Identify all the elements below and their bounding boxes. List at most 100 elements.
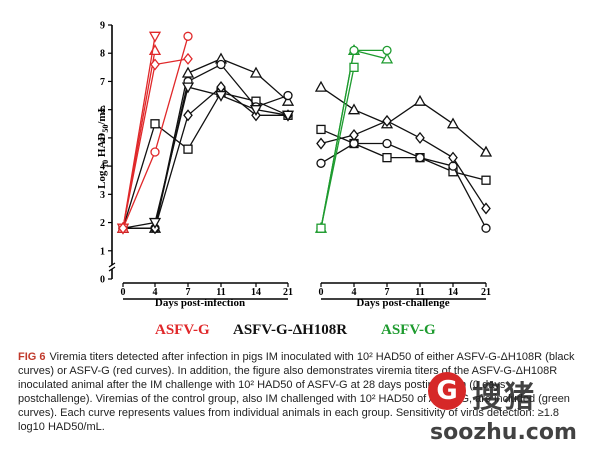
marker-diamond bbox=[481, 202, 491, 215]
series-line bbox=[122, 58, 189, 229]
series-asfv-g-diamond bbox=[118, 52, 193, 235]
series-asfv-g-h108r-square bbox=[118, 88, 293, 233]
marker-triangle-up bbox=[380, 52, 394, 64]
y-tick-label: 9 bbox=[100, 21, 105, 32]
x-tick-label: 21 bbox=[481, 287, 491, 298]
y-axis-label-part: Log bbox=[96, 168, 108, 189]
marker-diamond bbox=[349, 129, 359, 142]
x-tick-label: 11 bbox=[415, 287, 424, 298]
x-tick-label: 0 bbox=[121, 287, 126, 298]
series-line bbox=[122, 36, 156, 229]
marker-triangle-up bbox=[413, 94, 427, 106]
y-axis-label-part: /mL bbox=[96, 105, 108, 126]
marker-triangle-down bbox=[281, 110, 295, 122]
marker-square bbox=[183, 144, 193, 154]
x-tick-label: 11 bbox=[216, 287, 225, 298]
watermark-url: soozhu.com bbox=[430, 420, 577, 445]
x-tick-label: 0 bbox=[319, 287, 324, 298]
marker-diamond bbox=[118, 222, 128, 235]
marker-circle bbox=[150, 147, 160, 157]
marker-square bbox=[382, 152, 392, 163]
legend-asfv-g-green: ASFV-G bbox=[381, 322, 436, 338]
marker-triangle-up bbox=[479, 145, 493, 157]
figure-caption: FIG 6 Viremia titers detected after infec… bbox=[18, 350, 578, 434]
marker-circle bbox=[316, 158, 326, 168]
caption-text: Viremia titers detected after infection … bbox=[18, 351, 575, 433]
marker-square bbox=[316, 124, 326, 135]
marker-diamond bbox=[150, 58, 160, 71]
y-tick-label: 1 bbox=[100, 246, 105, 257]
marker-triangle-down bbox=[148, 217, 162, 229]
marker-triangle-up bbox=[314, 80, 328, 92]
marker-square bbox=[150, 119, 160, 129]
series-line bbox=[122, 91, 289, 229]
marker-diamond bbox=[448, 151, 458, 164]
marker-triangle-down bbox=[181, 82, 195, 94]
chart-legend: ASFV-G ASFV-G-ΔH108R ASFV-G bbox=[155, 322, 436, 338]
y-axis-label-part: 50 bbox=[101, 125, 110, 133]
marker-triangle-down bbox=[148, 31, 162, 43]
marker-circle bbox=[481, 223, 491, 233]
marker-triangle-down bbox=[249, 105, 263, 117]
y-axis-break bbox=[108, 262, 116, 268]
watermark-logo-icon: G bbox=[428, 372, 466, 410]
marker-circle bbox=[382, 138, 392, 149]
x-tick-label: 4 bbox=[352, 287, 357, 298]
chart-series bbox=[116, 31, 493, 235]
y-tick-label: 5 bbox=[100, 133, 105, 144]
marker-triangle-up bbox=[281, 94, 295, 106]
watermark: G 搜猪 soozhu.com bbox=[420, 372, 598, 458]
marker-circle bbox=[349, 45, 359, 56]
y-tick-label: 8 bbox=[100, 49, 105, 60]
x-tick-label: 7 bbox=[186, 287, 191, 298]
marker-circle bbox=[216, 59, 226, 70]
marker-diamond bbox=[183, 52, 193, 65]
series-line bbox=[320, 142, 487, 229]
y-tick-label: 3 bbox=[100, 190, 105, 201]
y-axis-label: Log 10 HAD50/mL bbox=[96, 105, 110, 189]
x-tick-label: 7 bbox=[385, 287, 390, 298]
series-line bbox=[320, 128, 487, 181]
y-tick-label: 2 bbox=[100, 218, 105, 229]
x-axis-label-infection: Days post-infection bbox=[155, 297, 245, 309]
series-asfv-g-h108r-diamond bbox=[316, 114, 491, 215]
series-asfv-g-square bbox=[316, 62, 359, 233]
x-tick-label: 21 bbox=[283, 287, 293, 298]
marker-circle bbox=[283, 90, 293, 101]
marker-circle bbox=[382, 45, 392, 56]
x-tick-label: 14 bbox=[448, 287, 458, 298]
legend-asfv-g-red: ASFV-G bbox=[155, 322, 210, 338]
x-tick-label: 14 bbox=[251, 287, 261, 298]
marker-diamond bbox=[415, 131, 425, 144]
series-line bbox=[320, 120, 487, 209]
marker-square bbox=[481, 175, 491, 185]
marker-square bbox=[316, 223, 326, 233]
marker-triangle-up bbox=[181, 66, 195, 78]
x-axis-label-challenge: Days post-challenge bbox=[356, 297, 449, 309]
y-tick-label: 0 bbox=[100, 275, 105, 286]
y-axis-label-part: 10 bbox=[101, 160, 110, 168]
series-line bbox=[123, 86, 288, 229]
series-asfv-g-h108r-circle bbox=[316, 138, 491, 233]
series-asfv-g-h108r-triangle-up bbox=[314, 80, 493, 157]
viremia-chart: 0 1 2 3 4 5 6 7 8 9 0 4 7 11 14 21 0 4 7 11 14 21 Log 10 HAD5… bbox=[96, 21, 493, 338]
series-line bbox=[320, 67, 355, 229]
series-asfv-g-h108r-circle bbox=[118, 59, 293, 233]
series-line bbox=[122, 86, 289, 229]
marker-circle bbox=[183, 31, 193, 41]
y-tick-label: 7 bbox=[100, 77, 105, 88]
series-line bbox=[320, 86, 487, 153]
figure-label: FIG 6 bbox=[18, 351, 46, 363]
legend-asfv-g-dh108r: ASFV-G-ΔH108R bbox=[233, 322, 347, 338]
series-asfv-g-h108r-triangle-up bbox=[116, 52, 295, 233]
marker-diamond bbox=[316, 137, 326, 150]
marker-diamond bbox=[183, 109, 193, 122]
chart-axes: 0 1 2 3 4 5 6 7 8 9 0 4 7 11 14 21 0 4 7 11 14 21 bbox=[100, 21, 491, 300]
y-tick-label: 4 bbox=[100, 162, 105, 173]
marker-triangle-up bbox=[446, 117, 460, 129]
marker-triangle-up bbox=[148, 44, 162, 56]
x-tick-label: 4 bbox=[153, 287, 158, 298]
watermark-text: 搜猪 bbox=[472, 380, 536, 415]
series-line bbox=[123, 58, 289, 229]
marker-square bbox=[349, 62, 359, 72]
